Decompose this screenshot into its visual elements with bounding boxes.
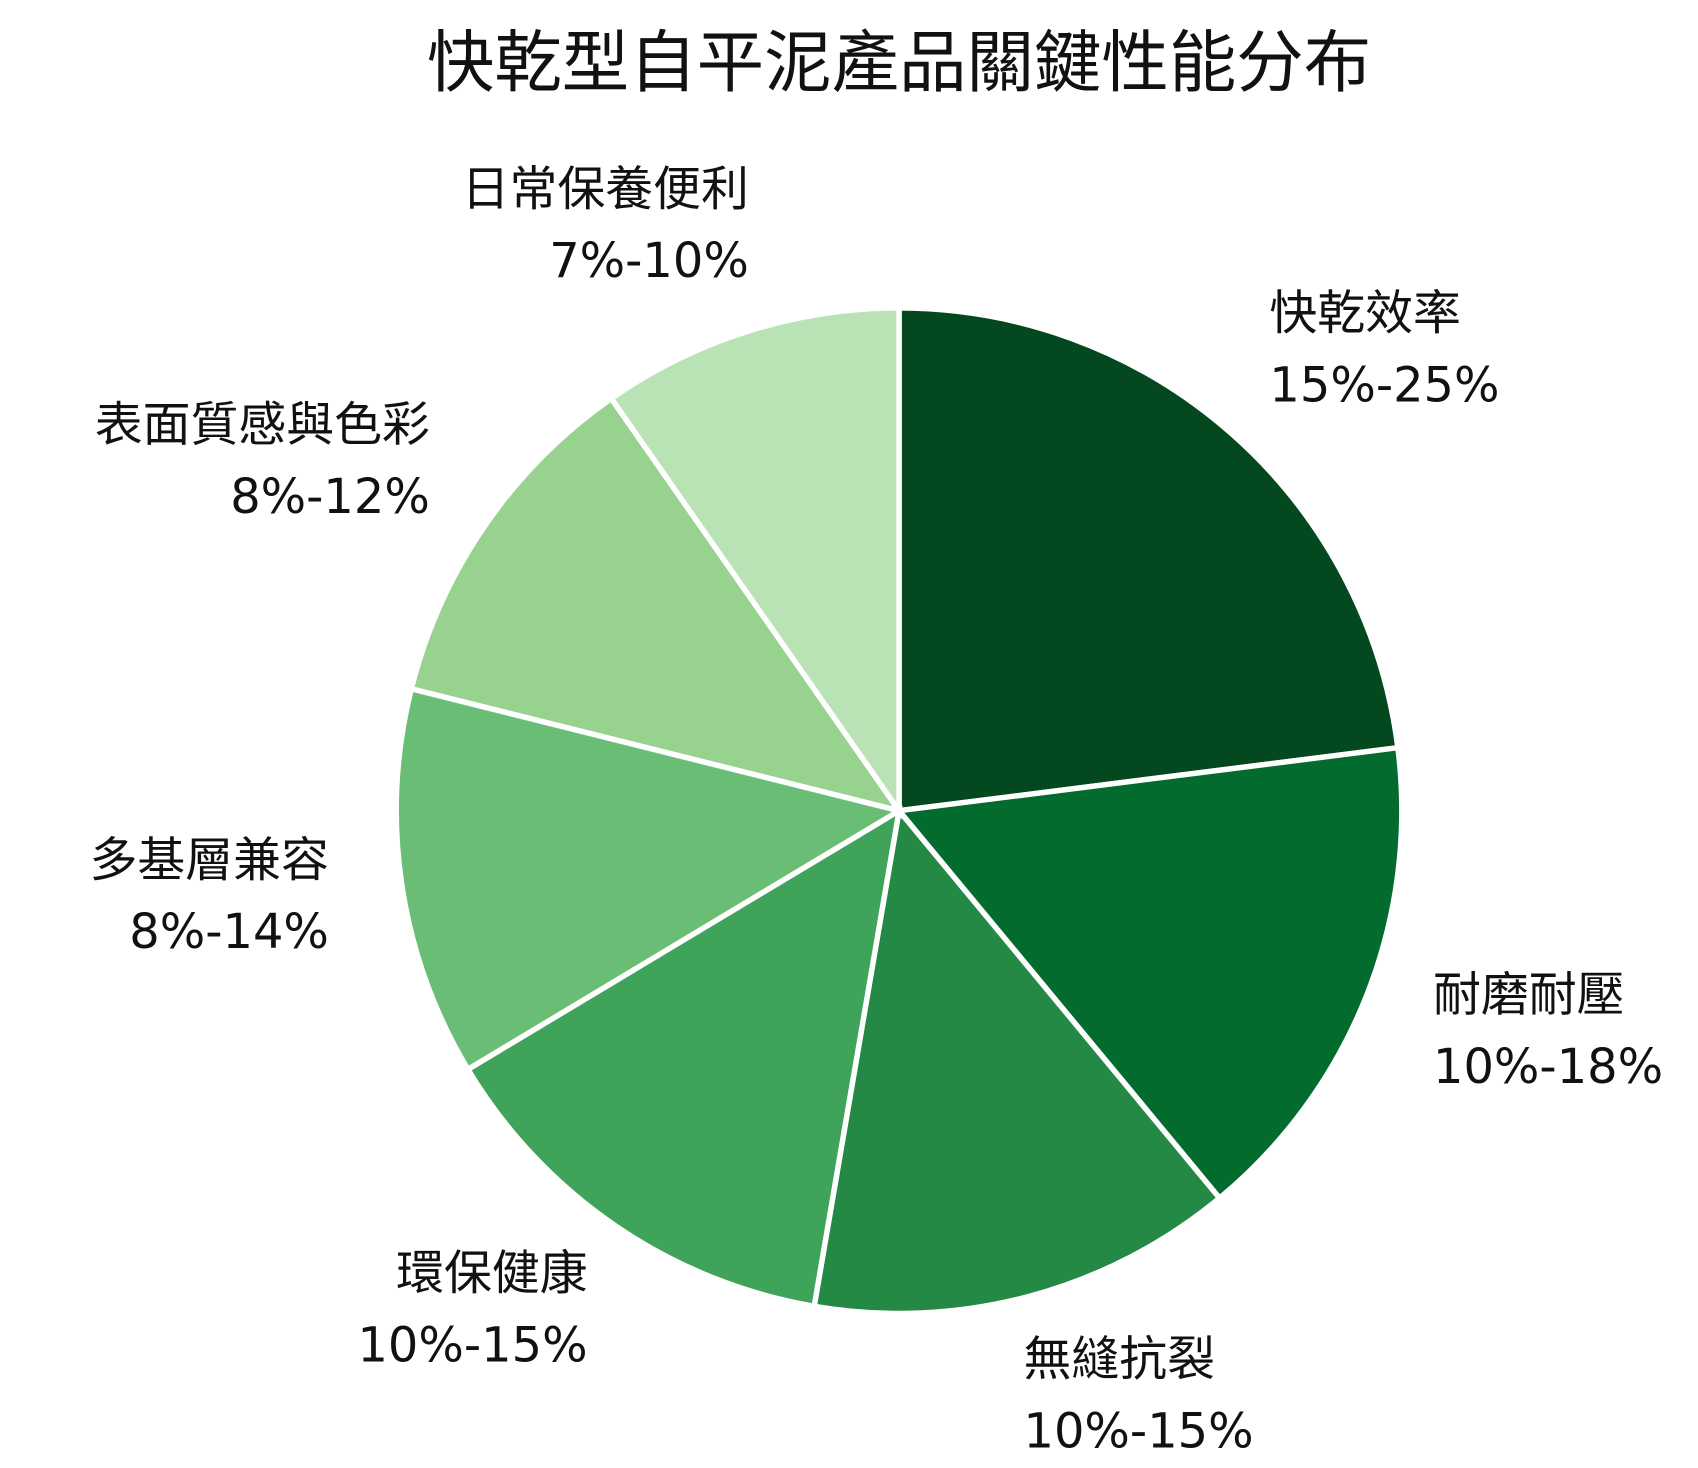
pie-slice [607, 305, 902, 820]
pie-slice [811, 804, 1224, 1317]
chart-title: 快乾型自平泥產品關鍵性能分布 [427, 23, 1371, 102]
slice-range: 15%-25% [1269, 358, 1499, 413]
slice-label: 日常保養便利 [462, 162, 749, 217]
pie-slice [464, 805, 903, 1310]
slice-range: 8%-12% [230, 470, 430, 525]
slice-range: 10%-15% [1024, 1404, 1254, 1459]
slice-range: 10%-15% [357, 1318, 587, 1373]
slice-label: 表面質感與色彩 [95, 398, 430, 453]
pie-slice [393, 685, 907, 1074]
slice-label: 快乾效率 [1269, 287, 1461, 342]
slice-label: 多基層兼容 [90, 833, 329, 888]
pie-slice [408, 394, 906, 816]
slice-label: 無縫抗裂 [1024, 1333, 1216, 1388]
slice-label: 耐磨耐壓 [1433, 968, 1625, 1023]
slice-range: 10%-18% [1433, 1040, 1663, 1095]
slice-range: 8%-14% [129, 905, 329, 960]
pie-slice [896, 305, 1401, 814]
slice-label: 環保健康 [396, 1247, 588, 1302]
slice-range: 7%-10% [549, 234, 749, 289]
pie-slice [893, 744, 1405, 1202]
